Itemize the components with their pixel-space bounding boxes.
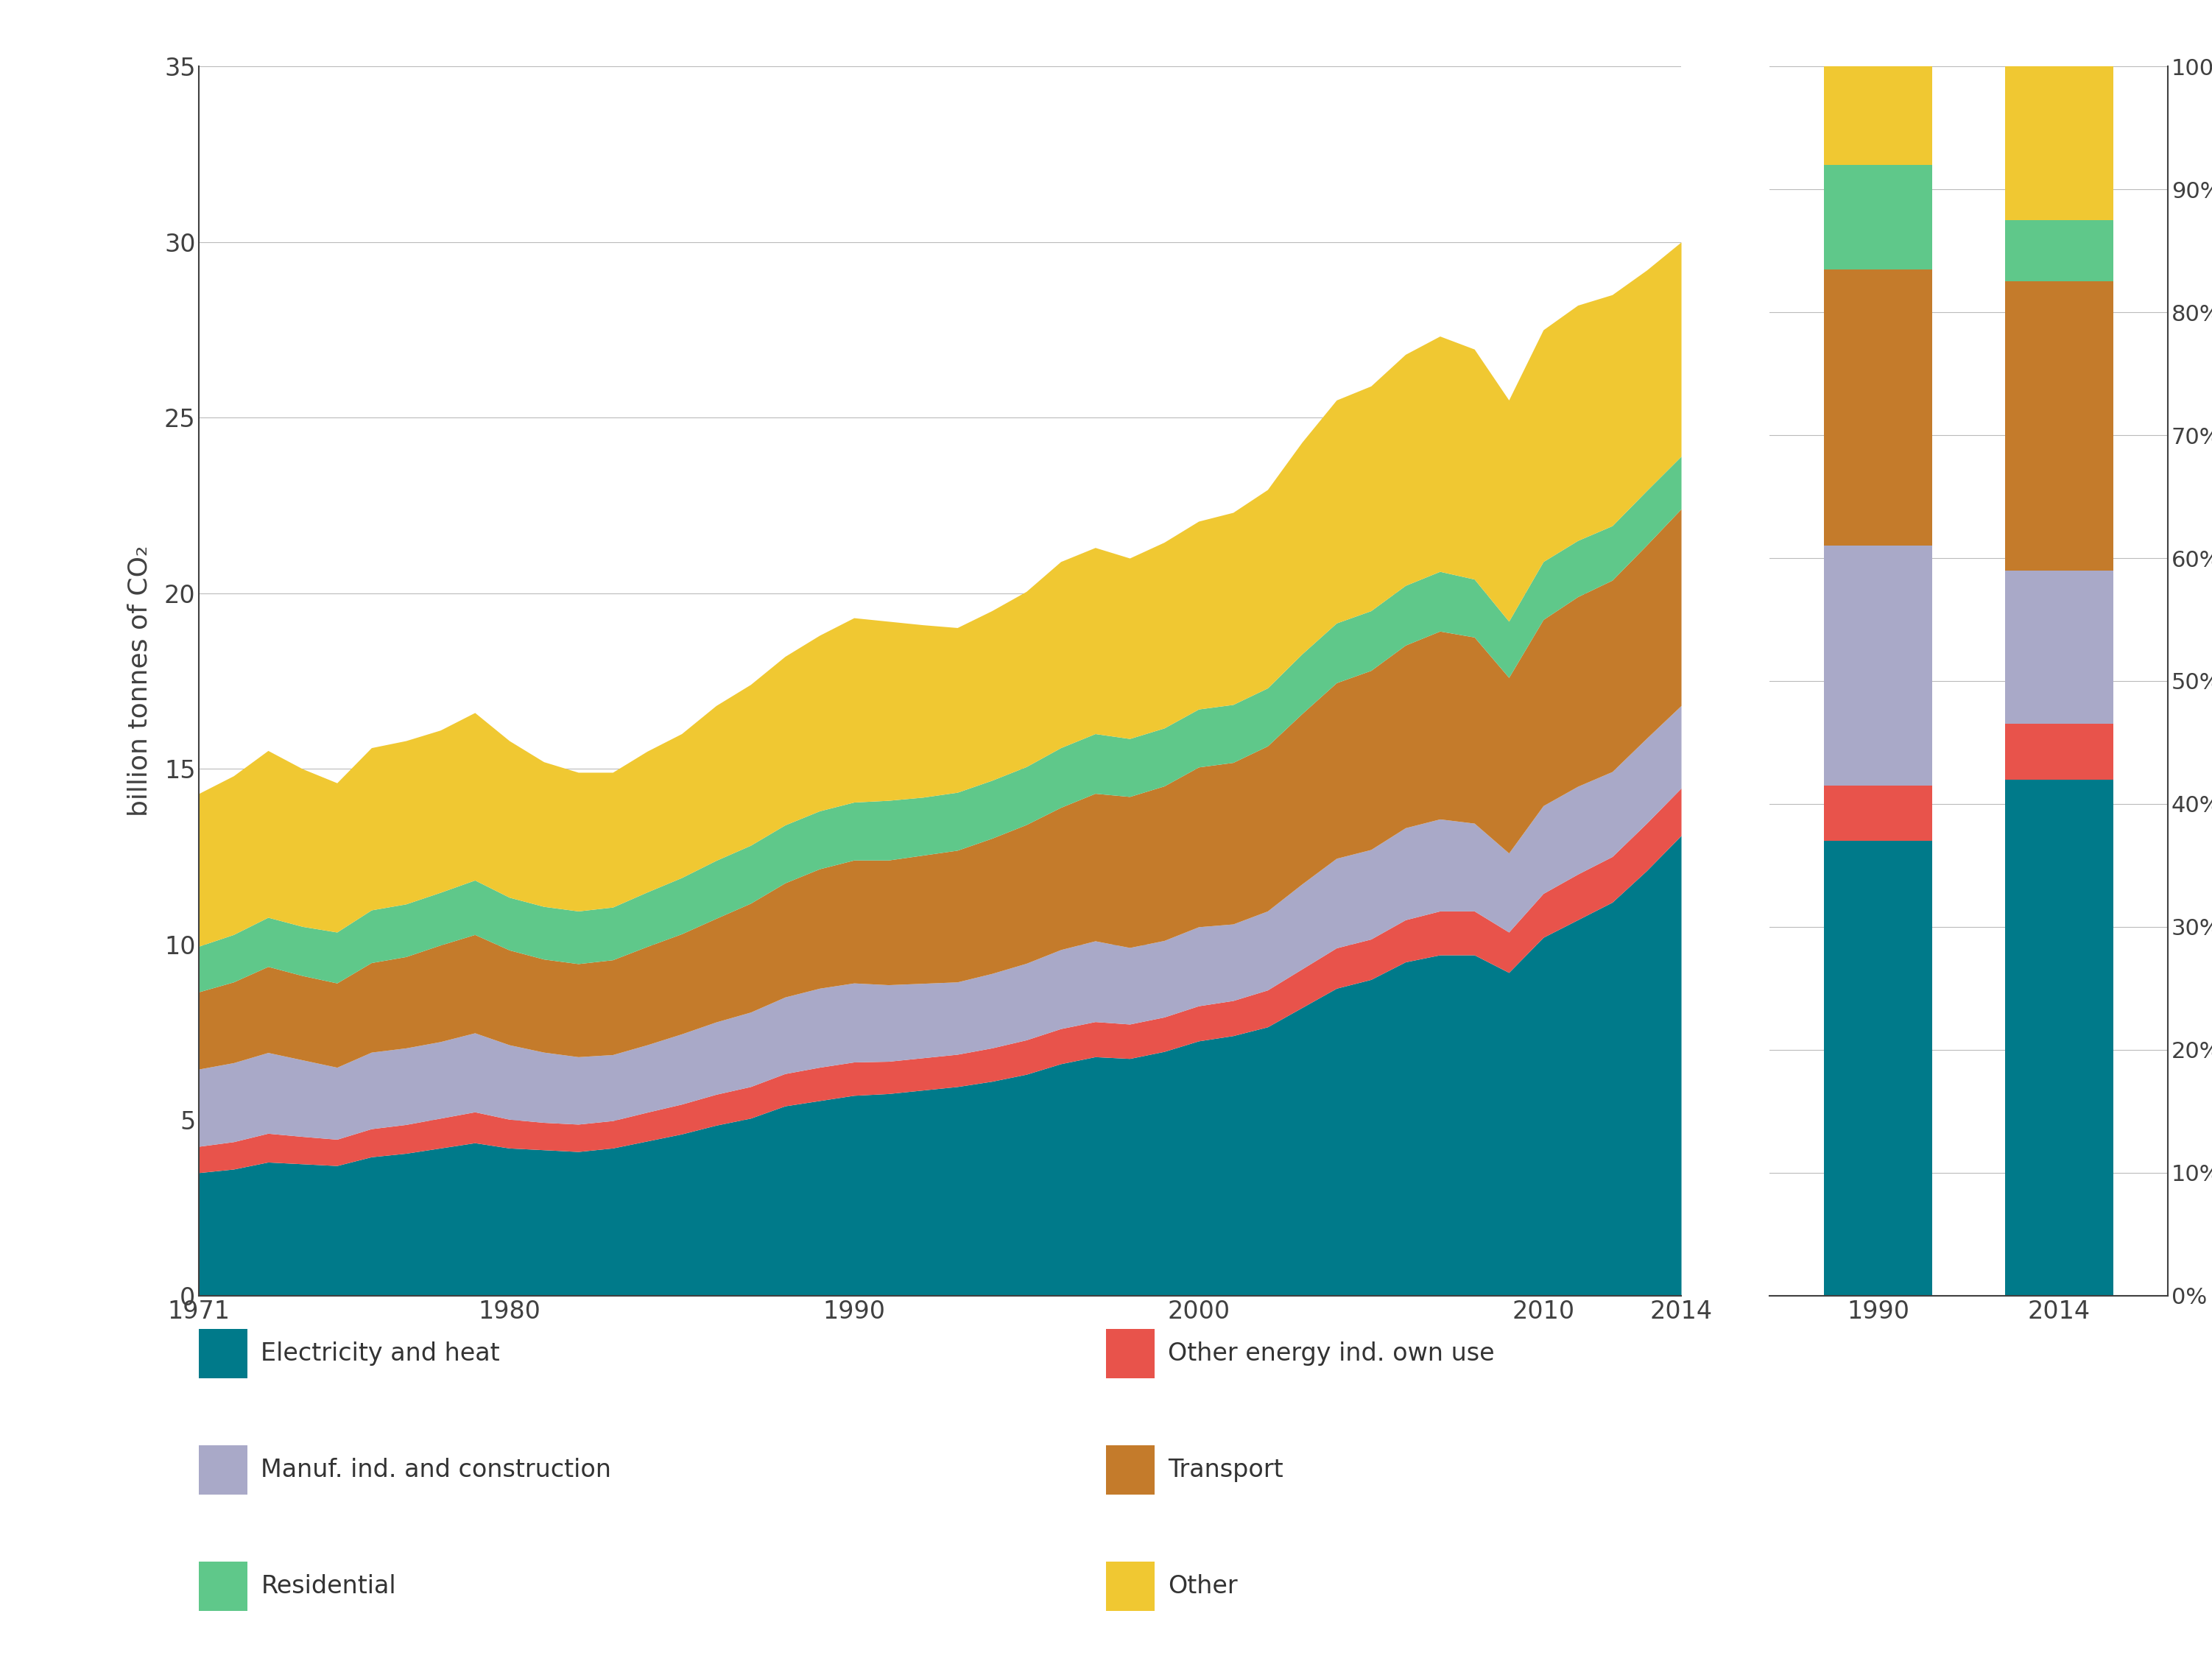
Text: Other: Other	[1168, 1575, 1237, 1598]
Bar	[1825, 786, 1933, 840]
Bar	[2004, 570, 2112, 724]
Bar	[2004, 221, 2112, 282]
Text: Other energy ind. own use: Other energy ind. own use	[1168, 1342, 1495, 1365]
Bar	[2004, 724, 2112, 779]
Y-axis label: billion tonnes of CO₂: billion tonnes of CO₂	[126, 545, 153, 817]
Text: Residential: Residential	[261, 1575, 396, 1598]
Bar	[1825, 546, 1933, 786]
Bar	[1825, 840, 1933, 1296]
Text: Manuf. ind. and construction: Manuf. ind. and construction	[261, 1458, 611, 1482]
Bar	[1825, 269, 1933, 546]
Text: Electricity and heat: Electricity and heat	[261, 1342, 500, 1365]
Bar	[2004, 779, 2112, 1296]
Bar	[1825, 164, 1933, 269]
Bar	[2004, 282, 2112, 570]
Bar	[2004, 66, 2112, 221]
Bar	[1825, 66, 1933, 164]
Text: Transport: Transport	[1168, 1458, 1283, 1482]
